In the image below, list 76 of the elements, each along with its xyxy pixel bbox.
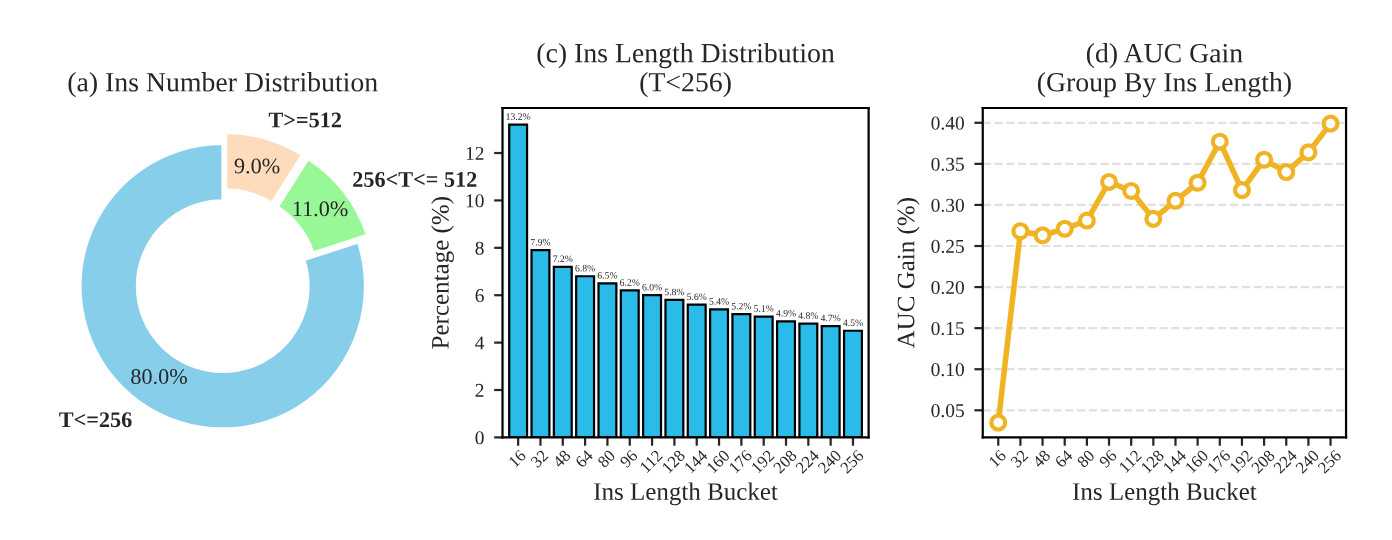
x-tick-label: 48	[1031, 449, 1051, 469]
x-tick-label: 160	[706, 449, 731, 474]
y-axis-title: AUC Gain (%)	[896, 198, 920, 349]
x-tick-label: 16	[508, 449, 527, 468]
chart-title: (d) AUC Gain (Group By Ins Length)	[1037, 43, 1291, 98]
y-axis-title: Percentage (%)	[431, 197, 454, 349]
x-tick-label: 32	[1010, 449, 1029, 469]
x-tick-label: 224	[795, 449, 820, 474]
x-tick-label: 256	[839, 449, 865, 474]
point	[989, 413, 1008, 432]
x-tick-label: 256	[1317, 449, 1342, 474]
slice-label: T>=512	[268, 112, 341, 128]
point	[1232, 181, 1251, 200]
x-tick-label: 176	[728, 449, 753, 474]
x-tick-label: 224	[1272, 449, 1298, 474]
x-tick-label: 240	[817, 449, 842, 474]
x-tick-label: 208	[1250, 449, 1276, 474]
data-label: 80.0%	[131, 369, 187, 385]
point	[1122, 181, 1141, 200]
y-tick-label: 0.30	[931, 198, 964, 212]
point	[1166, 191, 1185, 210]
point	[1011, 222, 1030, 241]
point	[1277, 163, 1296, 182]
data-label: 9.0%	[234, 158, 280, 174]
point	[1210, 132, 1229, 151]
x-tick-label: 64	[1054, 449, 1074, 469]
y-tick-label: 6	[475, 289, 484, 303]
x-tick-label: 128	[661, 449, 686, 474]
point	[1055, 219, 1074, 238]
x-axis-title: Ins Length Bucket	[1072, 482, 1257, 506]
x-tick-label: 192	[1229, 449, 1254, 474]
y-tick-label: 0.25	[931, 239, 964, 254]
x-tick-label: 32	[530, 449, 549, 469]
point	[1188, 173, 1207, 192]
y-tick-label: 0.35	[931, 157, 964, 171]
x-tick-label: 240	[1295, 449, 1320, 474]
y-tick-label: 12	[466, 146, 484, 160]
y-tick-label: 0.15	[931, 321, 964, 336]
x-tick-label: 112	[639, 449, 663, 473]
chart-title: (a) Ins Number Distribution	[68, 72, 378, 98]
point	[1099, 172, 1119, 191]
x-tick-label: 128	[1140, 449, 1165, 474]
x-tick-label: 192	[750, 449, 775, 474]
point	[1144, 209, 1163, 228]
y-tick-label: 0	[475, 431, 484, 445]
x-tick-label: 64	[574, 449, 594, 469]
x-tick-label: 48	[552, 449, 572, 469]
data-label: 11.0%	[293, 201, 348, 217]
x-tick-label: 16	[988, 449, 1007, 468]
y-tick-label: 8	[475, 241, 484, 255]
chart-title: (c) Ins Length Distribution (T<256)	[537, 42, 835, 98]
y-tick-label: 10	[466, 194, 484, 208]
y-tick-label: 2	[475, 383, 484, 397]
x-tick-label: 176	[1207, 449, 1232, 474]
x-tick-label: 96	[619, 449, 639, 469]
point	[1321, 114, 1340, 133]
slice-label: 256<T<= 512	[353, 171, 477, 187]
y-tick-label: 0.20	[931, 280, 964, 295]
slice-label: T<=256	[59, 412, 132, 428]
x-tick-label: 96	[1098, 449, 1118, 469]
y-tick-label: 4	[475, 336, 485, 350]
y-tick-label: 0.10	[931, 363, 964, 377]
x-tick-label: 80	[596, 449, 616, 469]
x-tick-label: 112	[1118, 449, 1142, 473]
x-tick-label: 160	[1184, 449, 1209, 474]
y-tick-label: 0.40	[931, 116, 964, 130]
x-tick-label: 80	[1076, 449, 1096, 469]
x-tick-label: 208	[772, 449, 798, 474]
point	[1033, 226, 1052, 245]
point	[1077, 211, 1096, 230]
point	[1255, 150, 1274, 169]
x-tick-label: 144	[683, 449, 709, 474]
x-tick-label: 144	[1162, 449, 1187, 474]
y-tick-label: 0.05	[931, 404, 964, 418]
x-axis-title: Ins Length Bucket	[594, 482, 778, 506]
point	[1299, 143, 1318, 162]
